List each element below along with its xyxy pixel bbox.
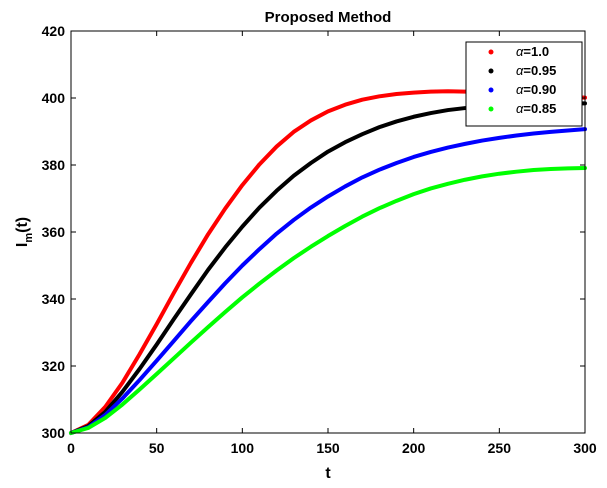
x-tick-label: 100 xyxy=(231,440,255,456)
legend-label-2: α=0.90 xyxy=(516,82,556,97)
x-tick-label: 300 xyxy=(573,440,597,456)
y-tick-label: 420 xyxy=(42,23,66,39)
x-tick-label: 0 xyxy=(67,440,75,456)
y-tick-label: 400 xyxy=(42,90,66,106)
y-tick-label: 340 xyxy=(42,291,66,307)
legend-greek-1: α xyxy=(516,63,524,78)
x-tick-label: 150 xyxy=(316,440,340,456)
legend-items: α=1.0α=0.95α=0.90α=0.85 xyxy=(488,44,556,116)
legend-label-1: α=0.95 xyxy=(516,63,556,78)
y-tick-label: 300 xyxy=(42,425,66,441)
legend-greek-3: α xyxy=(516,101,524,116)
y-axis-label-subscript: m xyxy=(23,233,35,243)
x-tick-label: 250 xyxy=(488,440,512,456)
legend-marker-1 xyxy=(488,68,494,74)
y-tick-label: 320 xyxy=(42,358,66,374)
y-axis-label-base: I xyxy=(14,243,31,247)
series-line-2 xyxy=(69,127,587,435)
legend-value-2: =0.90 xyxy=(523,82,556,97)
x-axis-label: t xyxy=(325,465,331,482)
y-axis-label: Im(t) xyxy=(14,217,35,247)
legend-value-0: =1.0 xyxy=(523,44,549,59)
y-axis-label-suffix: (t) xyxy=(14,217,31,233)
legend-value-1: =0.95 xyxy=(523,63,556,78)
ticks-group: 0 50 100 150 200 250 300 300 320 340 360 380 400 420 xyxy=(42,23,597,456)
legend-greek-0: α xyxy=(516,44,524,59)
legend: α=1.0α=0.95α=0.90α=0.85 xyxy=(465,41,583,127)
x-tick-label: 200 xyxy=(402,440,426,456)
legend-marker-2 xyxy=(488,87,494,93)
chart-title: Proposed Method xyxy=(265,9,392,26)
legend-marker-0 xyxy=(488,49,494,55)
legend-value-3: =0.85 xyxy=(523,101,556,116)
legend-greek-2: α xyxy=(516,82,524,97)
legend-marker-3 xyxy=(488,106,494,112)
legend-box xyxy=(465,41,583,127)
x-tick-label: 50 xyxy=(149,440,165,456)
y-tick-label: 360 xyxy=(42,224,66,240)
legend-label-3: α=0.85 xyxy=(516,101,556,116)
legend-label-0: α=1.0 xyxy=(516,44,549,59)
series-line-3 xyxy=(69,166,587,435)
y-tick-label: 380 xyxy=(42,157,66,173)
